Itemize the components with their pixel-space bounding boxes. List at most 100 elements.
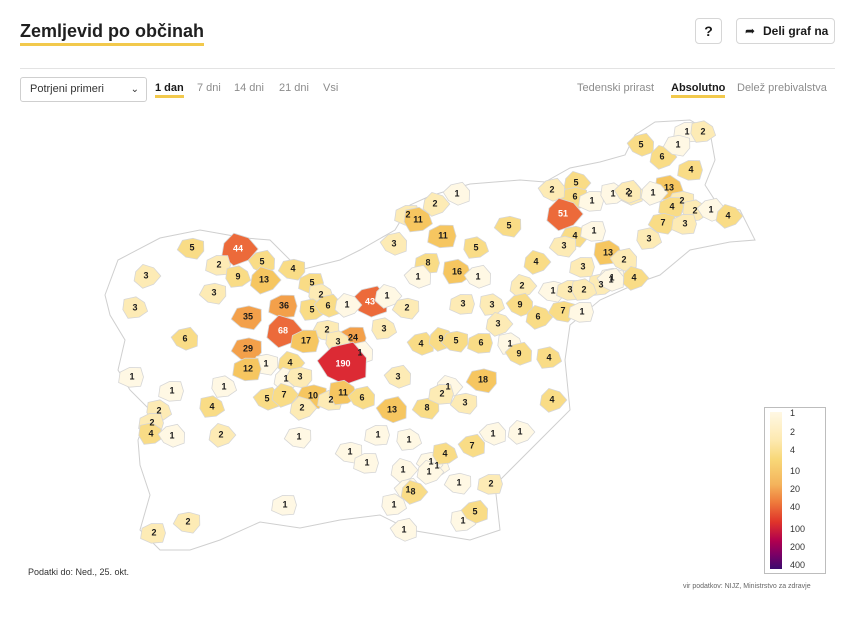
mode-tab-absolute[interactable]: Absolutno [671, 82, 726, 98]
municipality-region[interactable] [396, 428, 423, 451]
municipality-region[interactable] [662, 134, 691, 157]
municipality-region[interactable] [523, 249, 552, 275]
municipality-region[interactable] [477, 474, 503, 495]
municipality-region[interactable] [432, 442, 459, 465]
municipality-region[interactable] [463, 236, 490, 259]
municipality-region[interactable] [539, 387, 568, 413]
municipality-region[interactable] [449, 392, 478, 415]
municipality-region[interactable] [176, 237, 205, 260]
municipality-region[interactable] [671, 214, 697, 235]
municipality-region[interactable] [290, 329, 320, 354]
range-tab-7-days[interactable]: 7 dni [197, 82, 221, 94]
municipality-region[interactable] [428, 384, 454, 405]
municipality-region[interactable] [485, 311, 514, 337]
municipality-region[interactable] [225, 265, 252, 288]
municipality-region[interactable] [230, 305, 262, 331]
municipality-region[interactable] [371, 317, 398, 340]
municipality-region[interactable] [277, 258, 306, 281]
municipality-region[interactable] [198, 282, 227, 305]
municipality-region[interactable] [268, 294, 298, 319]
municipality-region[interactable] [383, 364, 412, 389]
municipality-region[interactable] [138, 422, 165, 445]
municipality-region[interactable] [411, 397, 440, 420]
municipality-region[interactable] [546, 197, 584, 232]
municipality-region[interactable] [249, 266, 282, 295]
municipality-region[interactable] [493, 215, 522, 238]
municipality-region[interactable] [122, 296, 149, 319]
municipality-region[interactable] [208, 422, 237, 448]
help-button[interactable]: ? [695, 18, 722, 44]
municipality-region[interactable] [467, 333, 493, 354]
municipality-region[interactable] [347, 385, 376, 410]
municipality-region[interactable] [449, 294, 475, 315]
range-tab-all[interactable]: Vsi [323, 82, 339, 94]
municipality-region[interactable] [391, 297, 420, 320]
municipality-region[interactable] [715, 203, 744, 229]
range-tab-21-days[interactable]: 21 dni [279, 82, 309, 94]
share-button[interactable]: ➦ Deli graf na [736, 18, 835, 44]
municipality-region[interactable] [621, 265, 650, 291]
municipality-region[interactable] [457, 433, 486, 458]
municipality-region[interactable] [460, 499, 489, 524]
municipality-region[interactable] [478, 421, 507, 446]
municipality-region[interactable] [381, 493, 408, 516]
municipality-region[interactable] [427, 224, 457, 249]
mode-tab-weekly-growth[interactable]: Tedenski prirast [577, 82, 655, 94]
municipality-region[interactable] [284, 366, 313, 389]
municipality-region[interactable] [578, 191, 604, 212]
range-tab-14-days[interactable]: 14 dni [234, 82, 264, 94]
municipality-region[interactable] [571, 278, 598, 301]
municipality-region[interactable] [211, 375, 238, 398]
municipality-region[interactable] [537, 177, 566, 202]
municipality-region[interactable] [353, 453, 379, 474]
municipality-region[interactable] [390, 457, 419, 483]
municipality-region[interactable] [170, 326, 199, 351]
municipality-region[interactable] [440, 330, 469, 353]
municipality-region[interactable] [289, 395, 318, 421]
municipality-region[interactable] [400, 479, 429, 505]
municipality-region[interactable] [443, 472, 472, 495]
municipality-region[interactable] [504, 341, 533, 366]
range-tab-1-day[interactable]: 1 dan [155, 82, 184, 98]
municipality-region[interactable] [505, 292, 534, 317]
municipality-region[interactable] [416, 459, 445, 485]
municipality-region[interactable] [442, 258, 472, 285]
municipality-region[interactable] [613, 179, 642, 204]
municipality-region[interactable] [580, 221, 606, 242]
municipality-region[interactable] [118, 367, 144, 388]
municipality-region[interactable] [140, 523, 166, 544]
municipality-region[interactable] [465, 368, 497, 394]
municipality-region[interactable] [463, 264, 492, 289]
municipality-region[interactable] [596, 267, 625, 292]
municipality-region[interactable] [232, 357, 262, 382]
municipality-region[interactable] [403, 264, 432, 289]
municipality-region[interactable] [626, 132, 655, 157]
municipality-region[interactable] [205, 255, 231, 276]
municipality-region[interactable] [609, 247, 638, 272]
municipality-region[interactable] [442, 181, 471, 206]
municipality-region[interactable] [422, 191, 451, 217]
metric-select[interactable]: Potrjeni primeri ⌄ [20, 77, 147, 102]
municipality-region[interactable] [389, 517, 418, 542]
municipality-region[interactable] [536, 346, 563, 369]
municipality-region[interactable] [548, 235, 577, 258]
municipality-region[interactable] [133, 263, 162, 289]
municipality-region[interactable] [158, 381, 184, 402]
municipality-region[interactable] [283, 426, 312, 449]
municipality-region[interactable] [334, 292, 363, 318]
municipality-region[interactable] [364, 425, 390, 446]
municipality-region[interactable] [568, 302, 594, 323]
municipality-region[interactable] [636, 227, 663, 250]
municipality-region[interactable] [157, 423, 186, 448]
municipality-region[interactable] [271, 495, 297, 516]
municipality-region[interactable] [199, 395, 226, 418]
municipality-region[interactable] [172, 511, 201, 534]
municipality-region[interactable] [690, 120, 717, 143]
municipality-region[interactable] [221, 232, 259, 267]
municipality-region[interactable] [379, 231, 408, 256]
municipality-region[interactable] [677, 160, 703, 181]
municipality-region[interactable] [375, 396, 407, 424]
municipality-region[interactable] [374, 283, 403, 309]
municipality-region[interactable] [507, 419, 536, 445]
municipality-region[interactable] [230, 337, 262, 363]
